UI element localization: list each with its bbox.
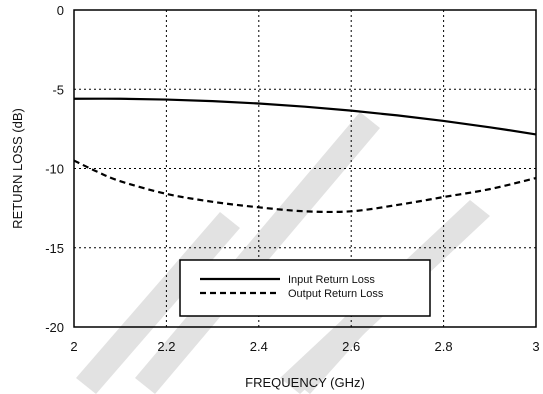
x-axis-title: FREQUENCY (GHz): [245, 375, 365, 390]
x-tick-label: 2.8: [435, 339, 453, 354]
series-line-input-return-loss: [73, 97, 537, 136]
series-layer: [73, 97, 537, 214]
watermark-stroke-4: [290, 300, 380, 394]
x-tick-labels: 2 2.2 2.4 2.6 2.8 3: [70, 339, 539, 354]
x-tick-label: 2.4: [250, 339, 268, 354]
series-line-output-return-loss: [73, 159, 537, 214]
y-tick-label: -10: [45, 162, 64, 177]
y-tick-label: -15: [45, 241, 64, 256]
x-tick-label: 2: [70, 339, 77, 354]
grid: [74, 10, 536, 327]
x-tick-label: 3: [532, 339, 539, 354]
legend: Input Return Loss Output Return Loss: [179, 259, 431, 317]
x-tick-label: 2.6: [342, 339, 360, 354]
legend-label-input-return-loss: Input Return Loss: [288, 274, 375, 286]
y-tick-label: -5: [52, 82, 64, 97]
watermark-stroke-2: [76, 212, 240, 394]
y-tick-labels: 0 -5 -10 -15 -20: [45, 3, 64, 335]
y-tick-label: 0: [57, 3, 64, 18]
watermark: [76, 112, 490, 394]
plot-frame: [73, 9, 537, 328]
legend-label-output-return-loss: Output Return Loss: [288, 288, 384, 300]
y-tick-label: -20: [45, 320, 64, 335]
legend-box: [179, 259, 431, 317]
watermark-stroke-1: [135, 112, 380, 394]
y-axis-title: RETURN LOSS (dB): [10, 108, 25, 229]
x-tick-label: 2.2: [157, 339, 175, 354]
